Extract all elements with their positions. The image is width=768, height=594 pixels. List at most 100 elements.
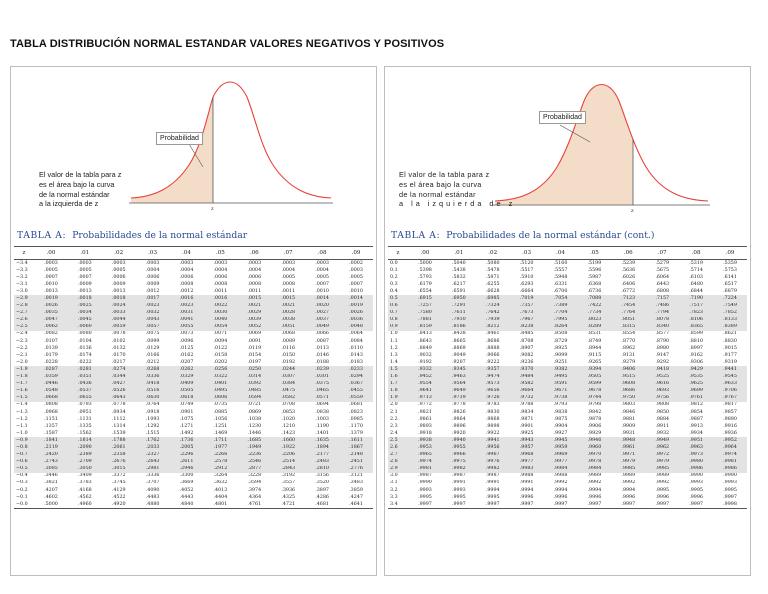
probability-cell: .0934: [111, 409, 126, 415]
probability-cell: .0014: [339, 295, 373, 303]
probability-cell: .3156: [315, 473, 329, 479]
probability-cell: .5040: [451, 260, 466, 266]
probability-cell: .6664: [519, 288, 534, 294]
probability-cell: .1170: [349, 423, 363, 429]
probability-cell: .3264: [213, 473, 228, 479]
z-value-cell: −0.5: [14, 465, 34, 473]
probability-cell: .0197: [247, 359, 262, 365]
probability-cell: .9678: [577, 387, 612, 395]
probability-cell: .1492: [179, 430, 194, 436]
probability-cell: .3669: [179, 480, 194, 486]
table-row: 1.9.9713.9719.9726.9732.9738.9744.9750.9…: [388, 394, 747, 402]
probability-cell: .0005: [111, 267, 126, 273]
probability-cell: .9582: [509, 380, 544, 388]
probability-cell: .8962: [621, 345, 636, 351]
probability-cell: .0096: [179, 338, 194, 344]
probability-cell: .9972: [645, 451, 680, 459]
table-row: 2.4 .9918 .9920 .9922 .9925 .9927 .9929 .9931 .9…: [388, 430, 747, 437]
probability-cell: .9997: [723, 494, 737, 500]
probability-cell: .0080: [77, 331, 92, 337]
probability-cell: .2033: [135, 444, 170, 452]
probability-cell: .3936: [281, 487, 296, 493]
probability-cell: .0004: [213, 267, 228, 273]
probability-cell: .0107: [44, 338, 58, 344]
probability-cell: .0025: [67, 302, 102, 310]
z-value-cell: 1.9: [388, 394, 408, 402]
column-header: .09: [713, 246, 747, 260]
probability-cell: .9573: [475, 380, 510, 388]
probability-cell: .9970: [577, 451, 612, 459]
z-value-cell: 3.2: [390, 487, 398, 493]
probability-cell: .9988: [553, 473, 568, 479]
probability-cell: .9625: [679, 380, 714, 388]
probability-cell: .0003: [281, 260, 296, 266]
probability-cell: .9732: [509, 394, 544, 402]
probability-cell: .9996: [519, 494, 534, 500]
probability-cell: .0110: [349, 345, 363, 351]
probability-cell: .0401: [203, 380, 238, 388]
probability-cell: .1292: [145, 423, 160, 429]
probability-cell: .0036: [339, 316, 373, 324]
probability-cell: .0582: [271, 394, 306, 402]
probability-cell: .9953: [408, 444, 442, 452]
table-row: −1.6.0548.0537.0526.0516.0505.0495.0485.…: [14, 387, 373, 395]
z-value-cell: −3.4: [16, 260, 28, 266]
z-value-cell: 3.0: [390, 473, 398, 479]
probability-cell: .9997: [611, 501, 646, 510]
probability-cell: .1357: [44, 423, 58, 429]
probability-cell: .6844: [689, 288, 703, 294]
probability-cell: .0004: [145, 267, 160, 273]
probability-cell: .6950: [441, 295, 476, 303]
probability-cell: .0020: [305, 302, 340, 310]
probability-cell: .9441: [713, 366, 747, 374]
probability-cell: .9984: [543, 465, 578, 473]
z-value-cell: 1.5: [388, 366, 408, 374]
probability-cell: .0764: [145, 402, 160, 408]
probability-cell: .2177: [305, 451, 340, 459]
probability-cell: .0017: [135, 295, 170, 303]
probability-cell: .8944: [587, 345, 602, 351]
probability-cell: .0044: [101, 316, 136, 324]
probability-cell: .0125: [179, 345, 194, 351]
probability-cell: .0003: [179, 260, 194, 266]
probability-cell: .9875: [553, 416, 568, 422]
probability-cell: .9971: [611, 451, 646, 459]
probability-cell: .5199: [587, 260, 602, 266]
z-value-cell: −1.9: [14, 366, 34, 374]
right-description: El valor de la tabla para z es el área b…: [399, 170, 515, 209]
probability-cell: .1230: [247, 423, 262, 429]
probability-cell: .3372: [111, 473, 126, 479]
probability-cell: .9649: [441, 387, 476, 395]
z-value-cell: −0.1: [16, 494, 28, 500]
probability-cell: .9082: [519, 352, 534, 358]
z-value-cell: −3.1: [16, 281, 28, 287]
probability-cell: .0446: [34, 380, 68, 388]
probability-cell: .8365: [679, 323, 714, 331]
probability-cell: .0139: [44, 345, 58, 351]
probability-cell: .0630: [135, 394, 170, 402]
probability-cell: .9756: [645, 394, 680, 402]
probability-cell: .0606: [203, 394, 238, 402]
z-value-cell: 2.7: [388, 451, 408, 459]
column-header: .03: [509, 246, 544, 260]
probability-cell: .6517: [723, 281, 737, 287]
probability-cell: .9699: [679, 387, 714, 395]
probability-cell: .8531: [587, 331, 602, 337]
probability-cell: .3520: [315, 480, 329, 486]
probability-cell: .6368: [587, 281, 602, 287]
probability-cell: .9995: [689, 487, 703, 493]
probability-cell: .9177: [723, 352, 737, 358]
probability-cell: .9719: [441, 394, 476, 402]
probability-cell: .0594: [237, 394, 272, 402]
positive-z-table: z .00.01.02.03.04.05.06.07.08.09 0.0.5000.…: [388, 246, 747, 510]
table-header-row: z .00.01.02.03.04.05.06.07.08.09: [388, 246, 747, 260]
probability-cell: .9997: [475, 501, 510, 510]
probability-cell: .0007: [44, 274, 58, 280]
probability-cell: .8485: [519, 331, 534, 337]
probability-cell: .9821: [418, 409, 432, 415]
table-row: −2.9.0019.0018.0018.0017.0016.0016.0015.…: [14, 295, 373, 303]
probability-cell: .9989: [621, 473, 636, 479]
probability-cell: .8810: [689, 338, 703, 344]
probability-cell: .0011: [247, 288, 262, 294]
probability-cell: .7123: [611, 295, 646, 303]
